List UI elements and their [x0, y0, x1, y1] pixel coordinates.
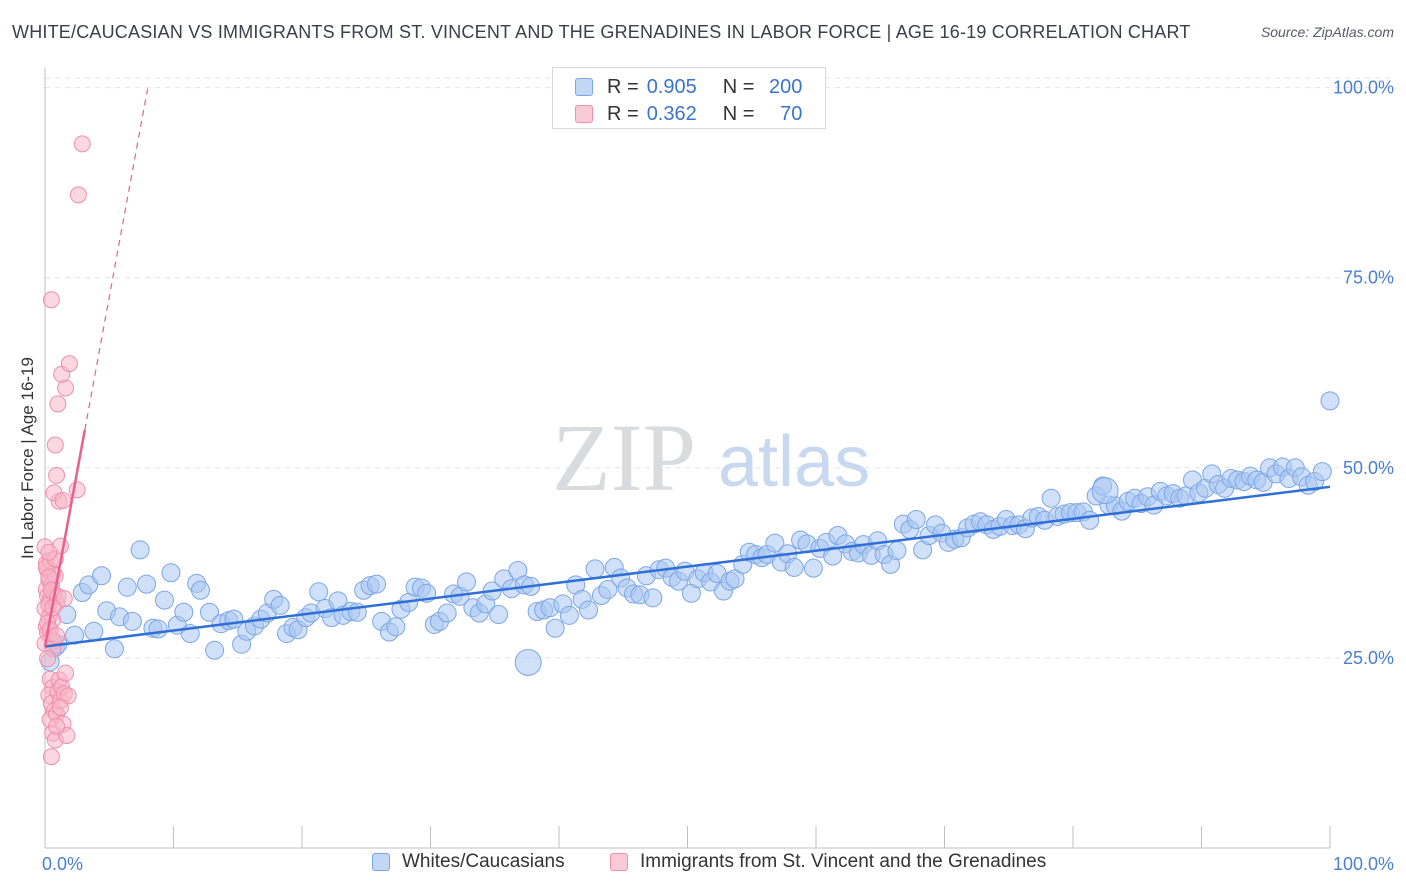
- data-point-whites: [643, 588, 663, 608]
- data-point-whites-large: [1091, 477, 1119, 505]
- data-point-whites: [598, 579, 618, 599]
- source-label: Source: ZipAtlas.com: [1260, 24, 1394, 40]
- y-tick-label: 50.0%: [1343, 458, 1394, 478]
- legend-swatch-pink: [610, 853, 628, 871]
- data-point-whites: [489, 605, 509, 625]
- data-point-whites: [585, 559, 605, 579]
- legend-swatch-blue: [372, 853, 390, 871]
- data-point-immigrants: [48, 627, 66, 645]
- data-point-immigrants: [73, 135, 91, 153]
- legend-item-whites: Whites/Caucasians: [372, 851, 565, 873]
- data-point-whites: [104, 639, 124, 659]
- legend-swatch-pink: [575, 105, 593, 123]
- data-point-whites: [887, 541, 907, 561]
- data-point-immigrants: [69, 186, 87, 204]
- data-point-whites: [79, 575, 99, 595]
- data-point-whites: [161, 563, 181, 583]
- data-point-whites: [803, 558, 823, 578]
- legend-row-whites: R = 0.905 N = 200: [575, 75, 802, 99]
- data-point-immigrants: [51, 698, 69, 716]
- data-point-immigrants: [42, 291, 60, 309]
- series-immigrants-points: [36, 135, 91, 766]
- legend-n-label: N =: [722, 75, 755, 98]
- data-point-whites: [309, 582, 329, 602]
- data-point-whites: [92, 566, 112, 586]
- data-point-whites: [148, 619, 168, 639]
- y-tick-labels: 25.0% 50.0% 75.0% 100.0%: [1333, 78, 1394, 668]
- data-point-immigrants: [55, 590, 73, 608]
- data-point-immigrants: [48, 466, 66, 484]
- legend-n-label: N =: [722, 102, 755, 125]
- legend-n-value: 200: [769, 75, 803, 98]
- data-point-immigrants: [60, 355, 78, 373]
- y-tick-label: 75.0%: [1343, 268, 1394, 288]
- legend-r-label: R =: [607, 102, 639, 125]
- data-point-immigrants: [46, 436, 64, 454]
- series-legend: Whites/Caucasians Immigrants from St. Vi…: [0, 851, 1406, 877]
- data-point-whites: [122, 611, 142, 631]
- data-point-whites: [823, 546, 843, 566]
- data-point-immigrants: [48, 717, 66, 735]
- data-point-whites: [1080, 510, 1100, 530]
- data-point-whites: [559, 605, 579, 625]
- data-point-whites: [456, 572, 476, 592]
- data-point-whites: [190, 580, 210, 600]
- data-point-whites: [386, 617, 406, 637]
- legend-row-immigrants: R = 0.362 N = 70: [575, 102, 802, 126]
- legend-r-value: 0.905: [646, 75, 697, 98]
- legend-item-immigrants: Immigrants from St. Vincent and the Gren…: [610, 851, 1046, 873]
- data-point-immigrants: [49, 395, 67, 413]
- data-point-whites: [906, 510, 926, 530]
- data-point-whites: [1320, 391, 1340, 411]
- data-point-whites: [437, 603, 457, 623]
- data-point-whites: [545, 618, 565, 638]
- data-point-immigrants: [40, 543, 58, 561]
- legend-label-immigrants: Immigrants from St. Vincent and the Gren…: [640, 851, 1047, 872]
- x-tick-label: 0.0%: [42, 854, 83, 874]
- data-point-whites: [199, 602, 219, 622]
- data-point-whites: [65, 625, 85, 645]
- data-point-whites: [117, 577, 137, 597]
- legend-n-value: 70: [780, 102, 803, 125]
- data-point-whites: [579, 600, 599, 620]
- data-point-immigrants: [39, 650, 57, 668]
- data-point-whites: [270, 595, 290, 615]
- legend-swatch-blue: [575, 78, 593, 96]
- trend-line-immigrants-extension: [84, 87, 149, 430]
- data-point-whites: [137, 574, 157, 594]
- data-point-whites: [155, 590, 175, 610]
- data-point-whites: [130, 540, 150, 560]
- y-tick-label: 100.0%: [1333, 78, 1394, 98]
- legend-r-value: 0.362: [646, 102, 697, 125]
- trend-lines: [43, 87, 1331, 648]
- correlation-legend: R = 0.905 N = 200 R = 0.362 N = 70: [552, 67, 826, 129]
- watermark-zip: ZIP: [552, 404, 696, 511]
- data-point-whites: [1312, 462, 1332, 482]
- data-point-whites: [205, 640, 225, 660]
- data-point-whites: [367, 574, 387, 594]
- x-tick-labels: 0.0% 100.0%: [42, 854, 1394, 874]
- data-point-immigrants: [54, 491, 72, 509]
- data-point-whites: [1041, 488, 1061, 508]
- trend-line-whites: [44, 485, 1331, 648]
- series-whites-points: [40, 391, 1340, 676]
- y-tick-label: 25.0%: [1343, 648, 1394, 668]
- watermark-atlas: atlas: [718, 422, 870, 502]
- watermark: ZIP atlas: [552, 404, 870, 511]
- x-tick-label: 100.0%: [1333, 854, 1394, 874]
- data-point-whites: [84, 621, 104, 641]
- legend-r-label: R =: [607, 75, 639, 98]
- data-point-whites: [784, 557, 804, 577]
- data-point-immigrants: [42, 748, 60, 766]
- trend-line-immigrants: [43, 429, 87, 647]
- data-point-immigrants: [57, 664, 75, 682]
- data-point-whites-large: [514, 648, 542, 676]
- data-point-whites: [174, 602, 194, 622]
- data-point-whites: [765, 533, 785, 553]
- legend-label-whites: Whites/Caucasians: [402, 851, 565, 872]
- chart-title: WHITE/CAUCASIAN VS IMMIGRANTS FROM ST. V…: [12, 22, 1191, 42]
